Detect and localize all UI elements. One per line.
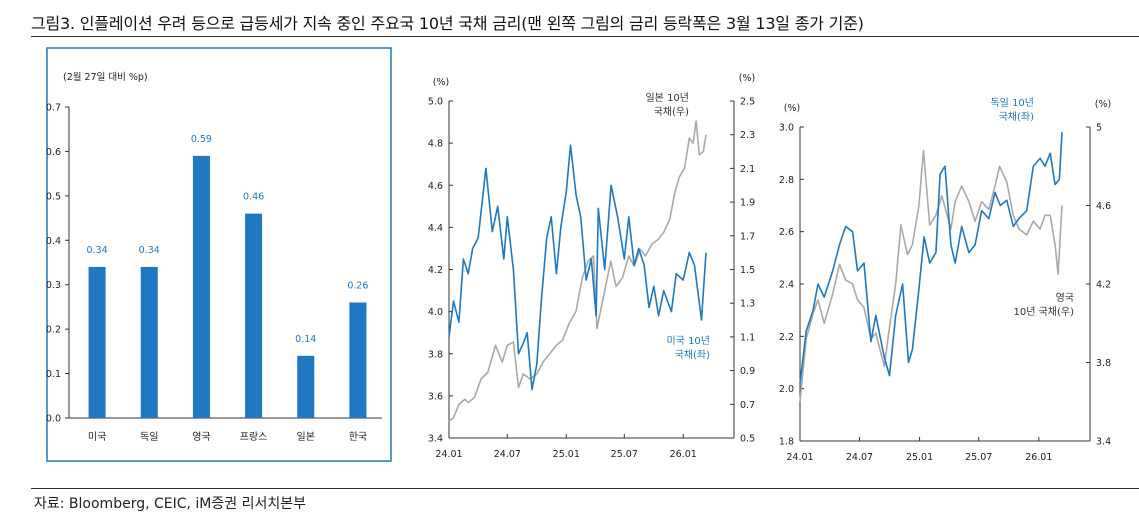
de-x-tick-label: 24.01 [786, 452, 813, 463]
bar-value-label: 0.34 [87, 245, 108, 256]
us-left-tick-label: 3.4 [428, 434, 443, 445]
bar-value-label: 0.34 [139, 245, 160, 256]
bar [88, 266, 106, 418]
us-left-unit: (%) [433, 77, 449, 88]
bar [245, 213, 263, 418]
de-annotation: 10년 국채(우) [1013, 306, 1074, 318]
us-left-tick-label: 4.8 [428, 139, 443, 150]
us-right-tick-label: 2.1 [740, 164, 755, 175]
de-x-tick-label: 26.01 [1025, 452, 1052, 463]
us-annotation: 일본 10년 [645, 92, 689, 104]
bar-value-label: 0.14 [295, 334, 316, 345]
bar-category-label: 프랑스 [240, 431, 268, 443]
bar-category-label: 한국 [349, 431, 367, 443]
us-right-tick-label: 1.5 [740, 265, 755, 276]
de-annotation: 독일 10년 [990, 97, 1034, 109]
bar-y-tick-label: 0.5 [46, 191, 61, 202]
us-x-tick-label: 24.07 [494, 449, 521, 460]
de-x-tick-label: 25.01 [906, 452, 933, 463]
de-left-tick-label: 2.8 [779, 175, 794, 186]
bar-y-tick-label: 0.0 [46, 414, 61, 425]
de-x-tick-label: 24.07 [846, 452, 873, 463]
de-left-tick-label: 3.0 [779, 123, 794, 134]
us-right-tick-label: 0.7 [740, 400, 755, 411]
de-left-tick-label: 1.8 [779, 437, 794, 448]
us-right-unit: (%) [739, 73, 755, 84]
bar-y-tick-label: 0.1 [46, 369, 61, 380]
de-x-tick-label: 25.07 [965, 452, 992, 463]
figure-title: 그림3. 인플레이션 우려 등으로 급등세가 지속 중인 주요국 10년 국채 … [31, 14, 864, 33]
title-rule [31, 36, 1139, 37]
de-series-line [799, 149, 1063, 402]
de-right-tick-label: 3.4 [1096, 437, 1111, 448]
de-left-tick-label: 2.4 [779, 280, 794, 291]
bar-category-label: 영국 [192, 431, 210, 443]
us-x-tick-label: 25.01 [553, 449, 580, 460]
us-left-tick-label: 3.8 [428, 349, 443, 360]
us-right-tick-label: 0.5 [740, 434, 755, 445]
us-annotation: 국채(우) [654, 106, 690, 118]
de-left-tick-label: 2.0 [779, 384, 794, 395]
us-x-tick-label: 24.01 [435, 449, 462, 460]
footer-rule [31, 488, 1139, 489]
us-right-tick-label: 2.5 [740, 97, 755, 108]
bar-value-label: 0.46 [243, 192, 264, 203]
us-right-tick-label: 1.9 [740, 198, 755, 209]
de-right-tick-label: 5 [1096, 123, 1102, 134]
bar-y-tick-label: 0.4 [46, 236, 61, 247]
de-right-unit: (%) [1095, 99, 1111, 110]
bar [140, 266, 158, 418]
us-right-tick-label: 0.9 [740, 366, 755, 377]
de-right-tick-label: 4.2 [1096, 280, 1111, 291]
de-annotation: 영국 [1056, 292, 1074, 304]
germany-uk-line-chart: (%) (%) 1.8 2.0 2.2 2.4 2.6 2.8 3.0 3.4 3.8 4.2 4.6 5… [779, 97, 1111, 463]
bar-category-label: 일본 [297, 431, 315, 443]
bar-y-tick-label: 0.7 [46, 103, 61, 114]
de-left-tick-label: 2.2 [779, 332, 794, 343]
us-right-tick-label: 1.1 [740, 332, 755, 343]
us-right-tick-label: 1.3 [740, 299, 755, 310]
bar-value-label: 0.26 [347, 280, 368, 291]
bar-y-tick-label: 0.6 [46, 147, 61, 158]
us-series-line [448, 120, 707, 422]
us-left-tick-label: 4.6 [428, 181, 443, 192]
bar [297, 355, 315, 418]
bar [192, 155, 210, 418]
us-annotation: 미국 10년 [666, 335, 710, 347]
us-left-tick-label: 5.0 [428, 97, 443, 108]
us-left-tick-label: 4.0 [428, 307, 443, 318]
bar-unit-label: (2월 27일 대비 %p) [63, 71, 148, 83]
de-annotation: 국채(좌) [999, 111, 1035, 123]
us-left-tick-label: 4.4 [428, 223, 443, 234]
bar-value-label: 0.59 [191, 134, 212, 145]
us-left-tick-label: 3.6 [428, 391, 443, 402]
source-note: 자료: Bloomberg, CEIC, iM증권 리서치본부 [34, 496, 306, 512]
bar-y-tick-label: 0.3 [46, 280, 61, 291]
bar-chart: (2월 27일 대비 %p) 0.0 0.1 0.2 0.3 0.4 0.5 0.6 0.7 0.… [46, 71, 382, 443]
bar [349, 302, 367, 418]
us-x-tick-label: 26.01 [670, 449, 697, 460]
de-left-tick-label: 2.6 [779, 227, 794, 238]
de-right-tick-label: 3.8 [1096, 358, 1111, 369]
us-japan-line-chart: (%) (%) 3.4 3.6 3.8 4.0 4.2 4.4 4.6 4.8 5.0 0.5 0.7 0… [428, 73, 755, 460]
de-left-unit: (%) [784, 103, 800, 114]
us-x-tick-label: 25.07 [611, 449, 638, 460]
us-right-tick-label: 1.7 [740, 231, 755, 242]
de-series-line [799, 132, 1063, 384]
us-right-tick-label: 2.3 [740, 130, 755, 141]
bar-panel-border [46, 47, 392, 462]
bar-category-label: 독일 [140, 431, 158, 443]
de-right-tick-label: 4.6 [1096, 201, 1111, 212]
bar-y-tick-label: 0.2 [46, 325, 61, 336]
us-annotation: 국채(좌) [675, 349, 711, 361]
us-left-tick-label: 4.2 [428, 265, 443, 276]
us-series-line [448, 144, 707, 391]
bar-category-label: 미국 [88, 431, 106, 443]
